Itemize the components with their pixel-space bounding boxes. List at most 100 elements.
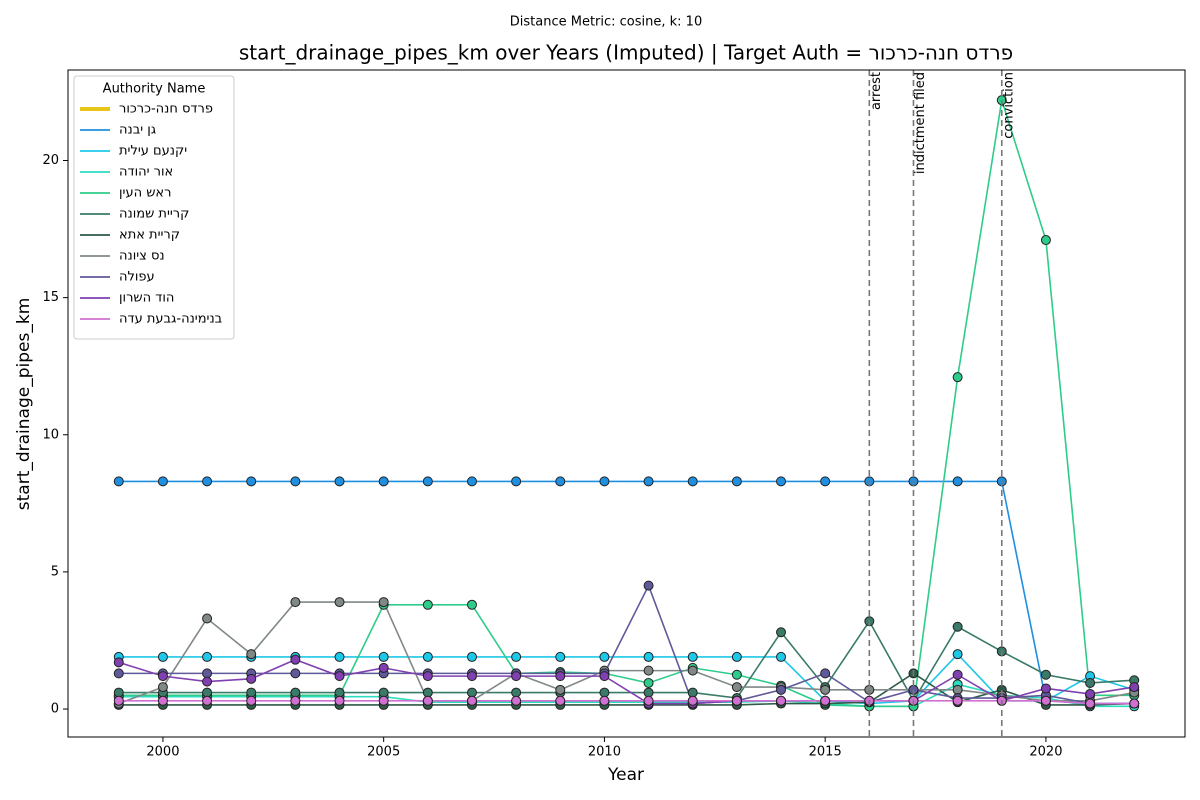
data-point [555,651,566,662]
series-line [118,699,1135,705]
data-point [202,613,213,624]
data-point [157,695,168,706]
data-point [378,476,389,487]
data-point [599,687,610,698]
data-point [290,597,301,608]
data-point [687,476,698,487]
data-point [466,687,477,698]
data-point [378,687,389,698]
data-point [820,668,831,679]
data-point [466,671,477,682]
y-tick-label: 10 [42,427,59,442]
data-point [157,682,168,693]
data-point [466,599,477,610]
data-point [422,695,433,706]
data-point [246,649,257,660]
data-point [599,651,610,662]
data-point [731,669,742,680]
data-point [378,662,389,673]
data-point [422,651,433,662]
data-point [952,695,963,706]
x-tick-label: 2010 [588,745,621,760]
series-line [118,619,1135,703]
data-point [599,695,610,706]
series-line [118,601,1135,705]
legend-box [73,75,235,340]
data-point [643,580,654,591]
data-point [555,684,566,695]
data-point [113,476,124,487]
data-point [731,651,742,662]
series-line [118,583,1135,705]
data-point [290,476,301,487]
x-tick-label: 2005 [367,745,400,760]
legend-label: הדע תעבג-הנימינב [119,312,222,327]
data-point [687,665,698,676]
legend-label: הנויצ סנ [119,249,165,264]
data-point [776,627,787,638]
event-label: indictment filed [913,72,928,174]
data-point [511,671,522,682]
data-point [555,476,566,487]
data-point [555,671,566,682]
data-point [246,695,257,706]
y-tick-label: 15 [42,290,59,305]
data-point [511,687,522,698]
data-point [334,651,345,662]
legend-title: Authority Name [103,82,206,97]
data-point [378,597,389,608]
legend-label: הלופע [119,270,155,285]
data-point [1040,235,1051,246]
data-point [1085,677,1096,688]
data-point [511,476,522,487]
data-point [334,597,345,608]
data-point [820,684,831,695]
data-point [511,651,522,662]
data-point [776,651,787,662]
data-point [113,687,124,698]
data-point [1129,682,1140,693]
data-point [157,671,168,682]
data-point [334,695,345,706]
data-point [952,372,963,383]
data-point [202,687,213,698]
data-point [202,651,213,662]
legend-label: הדוהי רוא [119,165,173,180]
data-point [290,654,301,665]
data-point [422,599,433,610]
data-point [378,695,389,706]
data-point [113,668,124,679]
data-point [1040,695,1051,706]
data-point [952,669,963,680]
y-tick-label: 0 [51,702,59,717]
data-point [731,682,742,693]
y-tick-label: 5 [51,564,59,579]
data-point [422,687,433,698]
plot-area [68,70,1185,737]
suptitle: Distance Metric: cosine, k: 10 [510,15,702,30]
legend-label: אתא תיירק [119,228,180,243]
data-point [952,649,963,660]
data-point [378,651,389,662]
series-line [118,480,1135,705]
chart-title: start_drainage_pipes_km over Years (Impu… [239,41,1013,65]
x-tick-label: 2015 [809,745,842,760]
legend-label: רוכרכ-הנח סדרפ [119,102,213,117]
data-point [599,476,610,487]
data-point [555,695,566,706]
event-label: conviction [1001,72,1016,139]
series-line [118,658,1135,705]
data-point [202,668,213,679]
data-point [643,665,654,676]
data-point [1040,683,1051,694]
legend-label: ןורשה דוה [119,291,174,306]
data-point [599,671,610,682]
data-point [511,695,522,706]
data-point [246,687,257,698]
data-point [820,695,831,706]
event-label: arrest [869,72,884,110]
data-point [202,695,213,706]
data-point [246,476,257,487]
data-point [334,687,345,698]
